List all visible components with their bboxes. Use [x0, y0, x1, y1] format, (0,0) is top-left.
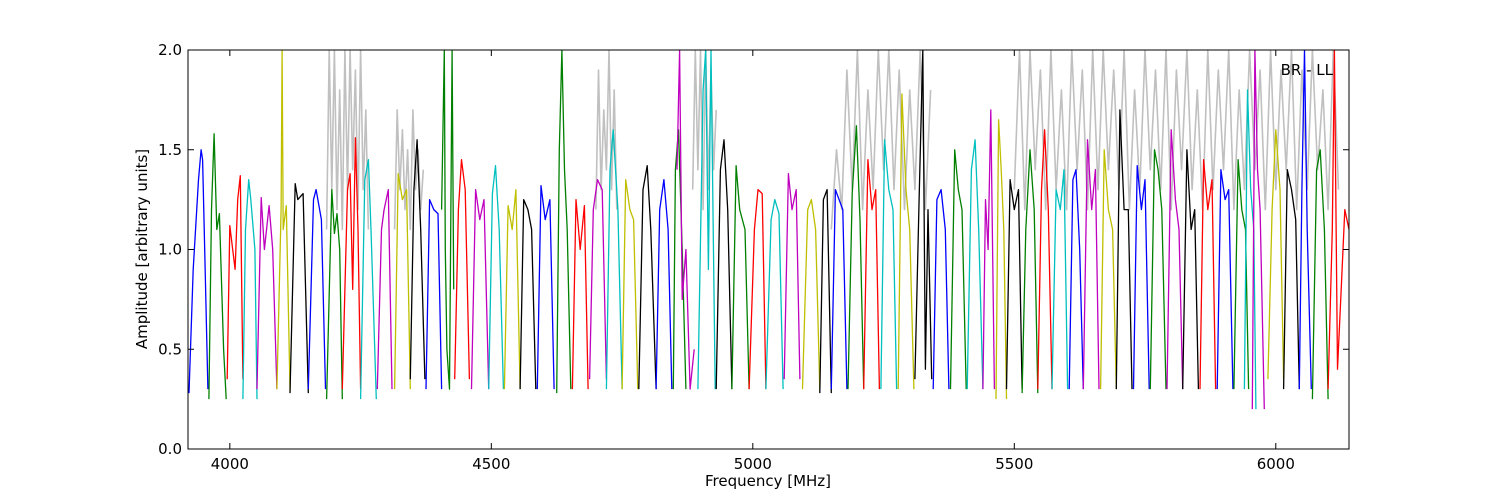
series-line-39 — [830, 188, 848, 390]
series-line-57 — [1115, 109, 1133, 390]
series-line-10 — [359, 159, 377, 400]
series-line-25 — [605, 129, 623, 390]
series-line-3 — [242, 179, 258, 400]
series-line-49 — [995, 119, 1008, 400]
series-line-38 — [819, 188, 832, 394]
series-line-22 — [556, 50, 572, 394]
series-line-2 — [226, 175, 244, 380]
gray-burst-layer — [325, 50, 1340, 231]
series-line-11 — [376, 188, 393, 390]
series-line-35 — [765, 198, 784, 390]
series-line-67 — [1267, 129, 1285, 380]
y-axis-ticks: 0.0 0.5 1.0 1.5 2.0 — [158, 41, 1349, 458]
gray-burst-line-4 — [830, 50, 932, 230]
series-line-56 — [1099, 149, 1117, 390]
series-line-36 — [783, 173, 801, 380]
series-line-16 — [454, 159, 471, 380]
series-layer — [188, 50, 1349, 410]
series-line-62 — [1199, 159, 1217, 390]
series-line-33 — [731, 165, 750, 390]
series-line-51 — [1021, 149, 1039, 394]
series-line-1 — [208, 133, 227, 400]
x-axis-ticks: 4000 4500 5000 5500 6000 — [211, 50, 1295, 473]
series-line-27 — [638, 165, 657, 390]
series-line-24 — [588, 179, 608, 380]
series-line-48 — [982, 109, 996, 390]
x-axis-label: Frequency [MHz] — [705, 472, 831, 490]
series-line-9 — [341, 137, 362, 390]
series-line-47 — [966, 139, 984, 390]
series-line-59 — [1149, 149, 1167, 390]
series-line-28 — [655, 179, 673, 390]
x-tick-label-4: 6000 — [1257, 455, 1295, 473]
series-line-58 — [1132, 165, 1150, 390]
series-line-69 — [1298, 50, 1312, 390]
series-line-60 — [1166, 129, 1184, 390]
y-tick-label-1: 0.5 — [158, 340, 182, 358]
gray-burst-line-5 — [1013, 50, 1340, 211]
series-line-65 — [1243, 89, 1257, 410]
series-line-55 — [1082, 139, 1100, 390]
y-tick-label-2: 1.0 — [158, 241, 182, 259]
x-tick-label-0: 4000 — [211, 455, 249, 473]
series-line-17 — [470, 188, 490, 390]
series-line-46 — [949, 149, 967, 390]
series-line-7 — [307, 188, 327, 390]
y-axis-label: Amplitude [arbitrary units] — [133, 149, 151, 349]
series-line-68 — [1282, 169, 1300, 390]
series-line-21 — [536, 185, 555, 390]
series-line-45 — [932, 188, 950, 390]
series-line-8 — [325, 188, 343, 400]
series-line-12 — [393, 173, 411, 390]
series-line-42 — [880, 139, 898, 390]
series-line-66 — [1251, 50, 1265, 410]
x-tick-label-3: 5500 — [995, 455, 1033, 473]
series-line-52 — [1037, 129, 1053, 390]
series-line-70 — [1311, 149, 1329, 400]
series-line-14 — [425, 198, 443, 390]
series-line-40 — [847, 125, 865, 390]
series-line-6 — [289, 183, 309, 394]
series-line-34 — [748, 188, 767, 390]
y-tick-label-0: 0.0 — [158, 440, 182, 458]
series-line-44 — [914, 50, 933, 380]
series-line-63 — [1216, 169, 1234, 390]
y-tick-label-4: 2.0 — [158, 41, 182, 59]
series-line-20 — [519, 198, 537, 390]
series-line-0 — [188, 149, 209, 394]
series-line-19 — [503, 188, 521, 390]
series-line-50 — [1005, 179, 1023, 390]
series-line-5 — [276, 50, 291, 390]
series-line-71 — [1327, 50, 1349, 390]
series-line-61 — [1182, 149, 1200, 390]
x-tick-label-2: 5000 — [734, 455, 772, 473]
series-line-54 — [1068, 169, 1084, 390]
series-line-32 — [715, 139, 733, 390]
x-tick-label-1: 4500 — [472, 455, 510, 473]
series-line-37 — [801, 198, 821, 390]
series-line-30 — [676, 50, 695, 390]
gray-burst-line-2 — [595, 50, 618, 210]
series-line-13 — [409, 139, 426, 380]
series-line-18 — [488, 165, 505, 390]
series-line-64 — [1233, 159, 1250, 390]
series-line-43 — [897, 93, 915, 390]
series-line-53 — [1051, 169, 1069, 390]
series-line-31 — [697, 50, 716, 390]
baseline-annotation: BR - LL — [1281, 61, 1334, 79]
series-line-4 — [256, 196, 278, 390]
series-line-15 — [440, 50, 455, 390]
series-line-26 — [621, 179, 639, 390]
y-tick-label-3: 1.5 — [158, 141, 182, 159]
series-line-23 — [571, 198, 589, 390]
series-line-41 — [863, 159, 881, 390]
